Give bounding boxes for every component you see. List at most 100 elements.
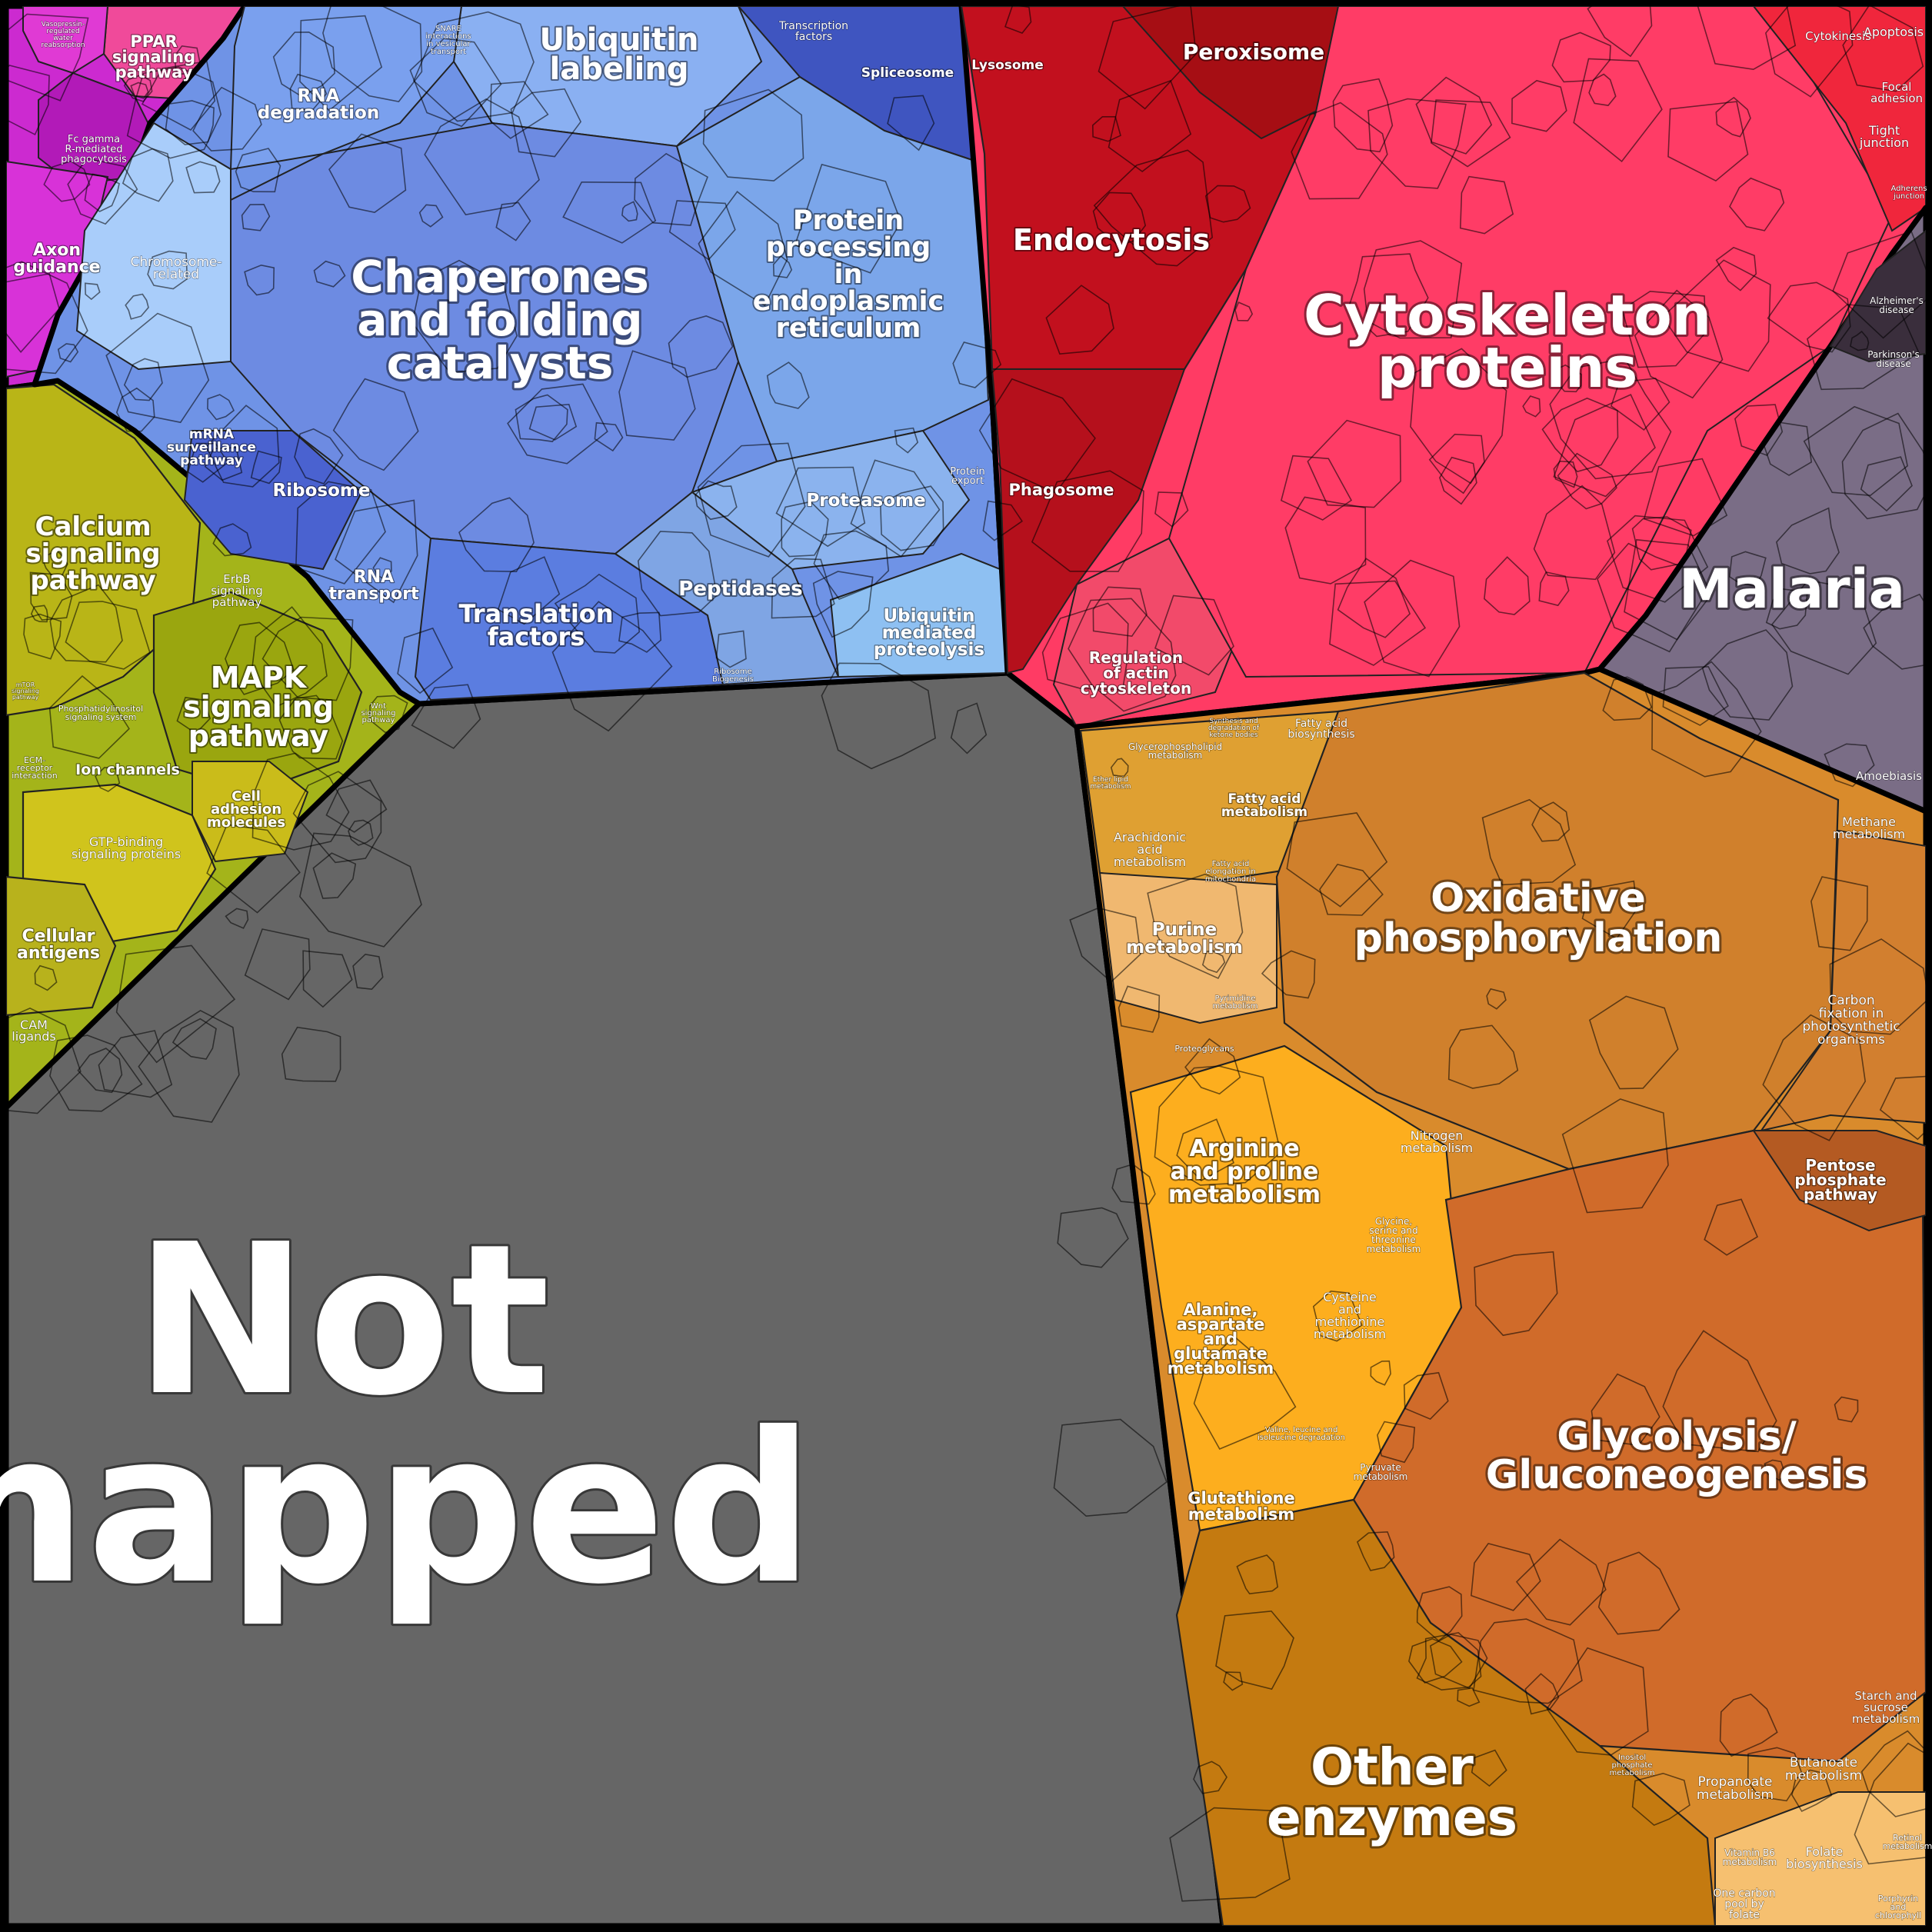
inner-cell [225,621,295,695]
inner-cell [312,852,357,899]
label-ubiquitin-labeling: Ubiquitin labeling [540,22,699,87]
label-line: One carbon [1713,1887,1775,1900]
inner-cell [781,501,829,558]
label-oxphos: Oxidative phosphorylation [1354,875,1723,961]
inner-cell [1824,743,1875,788]
label-cytoskeleton: Cytoskeleton proteins [1304,283,1711,400]
label-line: metabolism [1221,804,1307,820]
inner-cell [1486,988,1507,1010]
inner-cell [698,191,788,307]
inner-cell [1765,588,1808,630]
label-line: Transcription [778,20,848,32]
inner-cell [1193,1760,1227,1794]
label-line: and [1890,1902,1907,1912]
label-line: Axon [33,241,81,260]
inner-cell [495,202,531,242]
inner-cell [894,427,919,454]
inner-cell [1473,1618,1583,1704]
label-line: Lysosome [971,58,1044,73]
label-line: reabsorption [41,42,85,49]
inner-cell [1522,395,1541,418]
inner-cell [1715,246,1757,291]
inner-cell [1841,412,1926,520]
label-line: Cysteine [1323,1290,1377,1304]
label-line: molecules [207,814,285,831]
inner-cell [1791,1769,1833,1813]
inner-cell [1776,507,1840,575]
label-line: photosynthetic [1802,1019,1900,1034]
inner-cell [1704,1198,1759,1256]
inner-cell [1069,907,1141,983]
inner-cell [261,616,354,701]
inner-cell [952,341,1002,388]
inner-cell [1234,301,1254,321]
inner-cell [1762,421,1813,476]
inner-cell [98,1030,173,1098]
label-nitrogen: Nitrogen metabolism [1401,1128,1473,1155]
label-line: Other [1311,1737,1474,1797]
inner-cell [1719,1693,1778,1757]
label-line: Pentose [1805,1156,1875,1174]
label-line: Cell [232,788,261,804]
label-line: SNARE [435,25,461,33]
label-line: phosphorylation [1354,915,1723,961]
label-line: transport [431,48,466,56]
label-line: sucrose [1864,1700,1908,1714]
label-line: of actin [1103,664,1168,682]
inner-cell [294,428,344,485]
label-folate: Folate biosynthesis [1786,1844,1863,1871]
label-retinol: Retinol metabolism [1883,1833,1932,1851]
label-cellular-antigens: Cellular antigens [17,927,100,963]
label-line: related [153,267,199,282]
label-line: Retinol [1893,1833,1922,1843]
label-ether-lipid: Ether lipid metabolism [1090,776,1131,791]
label-line: Peptidases [678,578,802,601]
inner-cell [34,964,58,991]
inner-cell [1484,556,1531,615]
label-focal-adhesion: Focal adhesion [1870,80,1923,105]
label-line: pathway [180,453,243,468]
label-line: Folate [1806,1844,1844,1859]
inner-cell [251,606,328,708]
label-ion-channels: Ion channels [75,761,180,778]
label-line: metabolism [1723,1857,1777,1867]
label-line: Glutathione [1188,1489,1294,1507]
label-line: Alanine, [1184,1301,1258,1319]
region-human-diseases[interactable] [1597,205,1926,814]
inner-cell [668,200,736,261]
inner-cell [879,485,944,551]
label-line: Wnt [371,702,386,711]
label-line: Gluconeogenesis [1486,1452,1868,1498]
inner-cell [618,611,662,653]
label-gtp-binding: GTP-binding signaling proteins [72,834,181,861]
inner-cell [328,133,407,213]
label-line: and [1338,1302,1361,1317]
inner-cell [1554,364,1582,393]
inner-cell [1447,1024,1519,1089]
label-line: export [951,475,984,487]
inner-cell [1215,1610,1294,1690]
label-line: mapped [0,1387,814,1630]
label-line: Protein [950,466,985,478]
label-line: Chromosome- [130,255,222,270]
inner-cell [1860,456,1913,512]
inner-cell [1770,579,1877,675]
inner-cell [1367,98,1467,189]
inner-cell [292,771,382,864]
label-line: water [53,35,73,42]
label-line: Carbon [1827,993,1874,1008]
inner-cell [1408,1637,1463,1684]
label-line: surveillance [167,440,256,455]
label-line: transport [328,585,419,604]
inner-cell [850,459,941,558]
label-line: signaling [112,48,195,66]
cell-folate [1714,1791,1926,1926]
inner-cell [1031,470,1144,572]
inner-cell [1606,515,1709,603]
label-line: Phosphatidylinositol [58,704,143,714]
label-line: isoleucine degradation [1257,1434,1345,1442]
label-line: Fatty acid [1295,718,1347,730]
label-fatty-acid-biosynthesis: Fatty acid biosynthesis [1287,718,1354,741]
label-line: CAM [20,1018,48,1032]
label-proteoglycans: Proteoglycans [1174,1044,1234,1054]
